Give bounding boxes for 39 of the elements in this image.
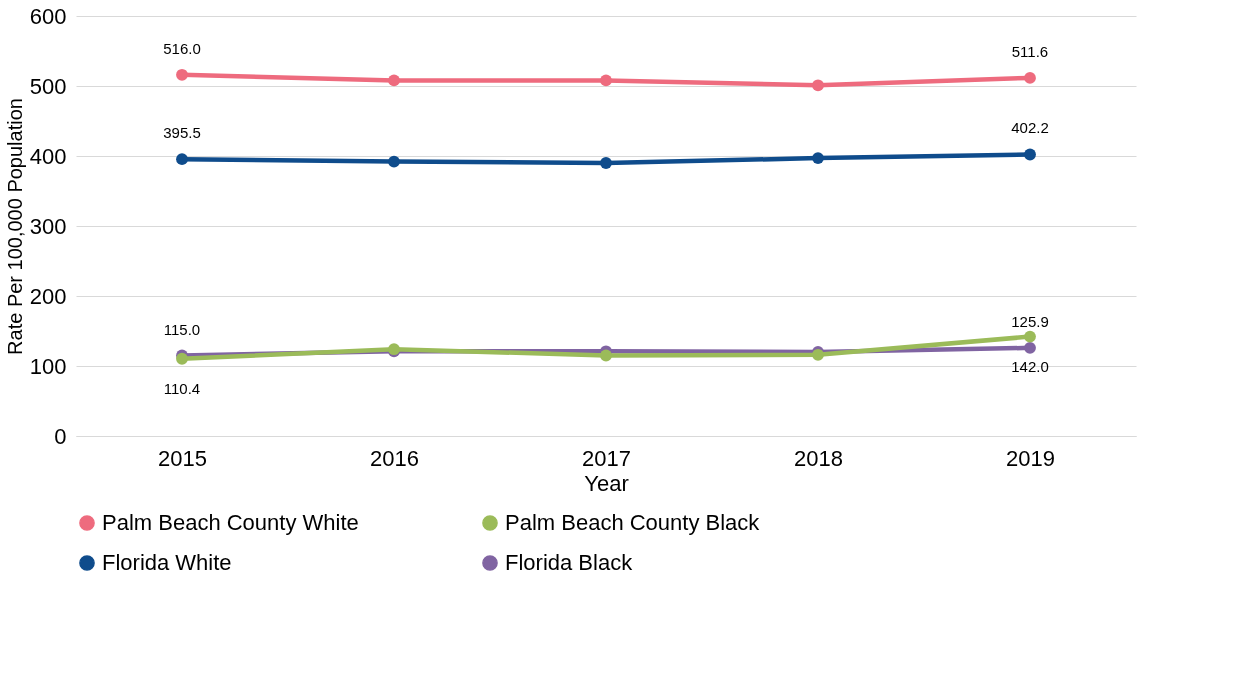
y-tick-label: 500 bbox=[29, 73, 67, 99]
y-tick-label: 400 bbox=[29, 143, 67, 169]
point bbox=[1024, 148, 1036, 161]
data-label: 125.9 bbox=[1011, 312, 1049, 330]
point bbox=[388, 155, 400, 168]
data-label: 395.5 bbox=[163, 124, 201, 142]
data-label: 142.0 bbox=[1011, 357, 1049, 375]
data-label: 402.2 bbox=[1011, 119, 1049, 137]
data-label: 511.6 bbox=[1011, 42, 1049, 60]
y-tick-label: 600 bbox=[29, 3, 67, 29]
point bbox=[176, 153, 188, 166]
x-tick-label: 2016 bbox=[370, 445, 419, 471]
x-tick-label: 2018 bbox=[794, 445, 843, 471]
y-tick-label: 0 bbox=[54, 423, 67, 449]
x-tick-label: 2019 bbox=[1006, 445, 1055, 471]
point bbox=[600, 349, 612, 362]
point bbox=[812, 152, 824, 164]
point bbox=[812, 79, 824, 92]
data-label: 110.4 bbox=[163, 379, 201, 397]
point bbox=[1024, 330, 1036, 343]
x-tick-label: 2017 bbox=[582, 445, 631, 471]
point bbox=[176, 68, 188, 81]
point bbox=[600, 157, 612, 169]
y-tick-label: 100 bbox=[29, 353, 67, 379]
data-label: 115.0 bbox=[163, 320, 201, 338]
y-tick-label: 200 bbox=[29, 283, 67, 309]
legend-label: Florida White bbox=[102, 550, 232, 575]
data-label: 516.0 bbox=[163, 39, 201, 57]
point bbox=[600, 74, 612, 87]
x-tick-label: 2015 bbox=[158, 445, 207, 471]
point bbox=[388, 74, 400, 87]
legend-label: Palm Beach County White bbox=[102, 510, 359, 535]
legend-label: Florida Black bbox=[505, 550, 634, 575]
legend-label: Palm Beach County Black bbox=[505, 510, 761, 535]
y-axis-title: Rate Per 100,000 Population bbox=[3, 98, 26, 355]
x-axis-title: Year bbox=[584, 470, 629, 496]
point bbox=[1024, 71, 1036, 84]
y-tick-label: 300 bbox=[29, 213, 67, 239]
point bbox=[1024, 341, 1036, 354]
